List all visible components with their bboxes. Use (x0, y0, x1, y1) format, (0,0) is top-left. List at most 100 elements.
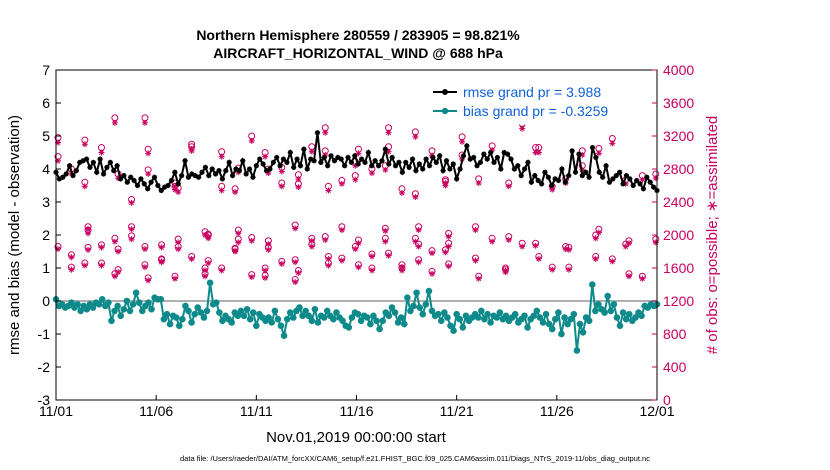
asterisk-stroke (189, 256, 195, 262)
asterisk-stroke (473, 227, 478, 233)
legend-entry-label: rmse grand pr = 3.988 (463, 84, 601, 100)
asterisk-stroke (262, 275, 268, 281)
rmse-point-stroke (617, 169, 623, 175)
rmse-point-stroke (274, 155, 280, 160)
y-tick-label: 5 (42, 128, 50, 144)
obs-assimilated-marker (472, 227, 479, 234)
obs-assimilated-marker (115, 248, 122, 255)
rmse-point-stroke (206, 173, 212, 178)
obs-assimilated-marker (248, 274, 255, 281)
asterisk-stroke (489, 239, 495, 245)
x-tick-label: 12/01 (639, 403, 674, 419)
rmse-point-stroke (481, 151, 487, 157)
rmse-point-stroke (461, 153, 466, 159)
asterisk-stroke (129, 226, 134, 232)
asterisk-stroke (382, 228, 388, 234)
y2-tick-label: 400 (663, 359, 687, 375)
asterisk-stroke (386, 253, 392, 259)
rmse-point-stroke (138, 176, 144, 182)
rmse-point (284, 159, 290, 165)
obs-assimilated-marker (141, 264, 148, 271)
rmse-point-stroke (444, 158, 449, 164)
rmse-point-stroke (189, 171, 195, 177)
bias-point (524, 324, 531, 331)
rmse-point-stroke (172, 169, 178, 175)
asterisk-stroke (639, 276, 645, 282)
bias-point (348, 314, 356, 321)
rmse-point (396, 159, 402, 165)
bias-point (502, 312, 510, 320)
asterisk-stroke (82, 263, 88, 268)
rmse-point (600, 174, 606, 180)
bias-point (299, 312, 306, 320)
rmse-point (535, 177, 541, 184)
bias-point (200, 314, 208, 321)
y2-axis-label: # of obs: o=possible; ∗=assimilated (704, 116, 721, 355)
asterisk-stroke (142, 246, 148, 252)
obs-assimilated-marker (639, 176, 646, 183)
rmse-point-stroke (630, 183, 636, 188)
obs-assimilated-marker (232, 247, 239, 254)
obs-assimilated-marker (475, 275, 482, 282)
obs-assimilated-marker (412, 238, 419, 245)
rmse-point (168, 177, 175, 184)
asterisk-stroke (352, 246, 358, 252)
rmse-point (386, 161, 392, 167)
obs-assimilated-marker (398, 267, 405, 274)
rmse-point-stroke (576, 151, 582, 157)
obs-assimilated-marker (368, 253, 375, 260)
rmse-point (66, 163, 73, 169)
bias-point (404, 294, 411, 302)
legend: rmse grand pr = 3.988 bias grand pr = -0.… (426, 81, 652, 125)
asterisk-stroke (412, 194, 418, 200)
asterisk-stroke (142, 264, 148, 270)
rmse-point-stroke (114, 163, 120, 169)
rmse-point-stroke (620, 181, 626, 187)
asterisk-stroke (386, 130, 392, 136)
obs-assimilated-marker (532, 242, 539, 249)
y-tick-label: 4 (42, 161, 50, 177)
axes-layer: -3 -2 -1 0 1 2 3 4 5 6 7 0 400 800 1200 1600 2000 2400 280… (38, 62, 695, 419)
asterisk-stroke (593, 235, 599, 241)
rmse-point (172, 169, 178, 175)
bias-point (290, 314, 297, 321)
obs-assimilated-marker (519, 243, 526, 250)
bias-point (246, 315, 254, 323)
rmse-point (175, 181, 181, 187)
rmse-point (63, 171, 69, 177)
rmse-point-stroke (257, 156, 263, 162)
asterisk-stroke (563, 246, 569, 252)
rmse-point-stroke (590, 145, 595, 150)
bias-point (166, 320, 174, 328)
asterisk-stroke (609, 140, 615, 146)
asterisk-stroke (265, 241, 271, 247)
rmse-point (260, 161, 266, 167)
obs-assimilated-marker (382, 166, 389, 173)
rmse-point (117, 176, 124, 182)
rmse-point-stroke (182, 158, 188, 164)
rmse-point-stroke (450, 161, 456, 167)
rmse-point (362, 159, 368, 165)
obs-assimilated-marker (262, 153, 269, 160)
rmse-point-stroke (542, 169, 548, 175)
rmse-point-stroke (457, 166, 463, 172)
obs-assimilated-marker (141, 119, 148, 126)
bias-point (175, 322, 183, 330)
rmse-point-stroke (583, 169, 589, 175)
bias-point (447, 322, 454, 330)
rmse-point (555, 177, 562, 184)
rmse-point-stroke (552, 176, 558, 182)
bias-point (441, 309, 448, 316)
rmse-point-stroke (349, 160, 354, 165)
obs-assimilated-marker (98, 262, 105, 269)
bias-point (123, 297, 131, 305)
rmse-point-stroke (203, 164, 208, 170)
rmse-point (426, 163, 433, 169)
obs-assimilated-marker (429, 270, 436, 277)
asterisk-stroke (219, 154, 225, 160)
rmse-point (413, 168, 419, 174)
rmse-point (304, 166, 310, 172)
obs-count-markers (54, 114, 660, 286)
rmse-point-stroke (277, 163, 283, 169)
y2-tick-label: 1600 (663, 260, 694, 276)
